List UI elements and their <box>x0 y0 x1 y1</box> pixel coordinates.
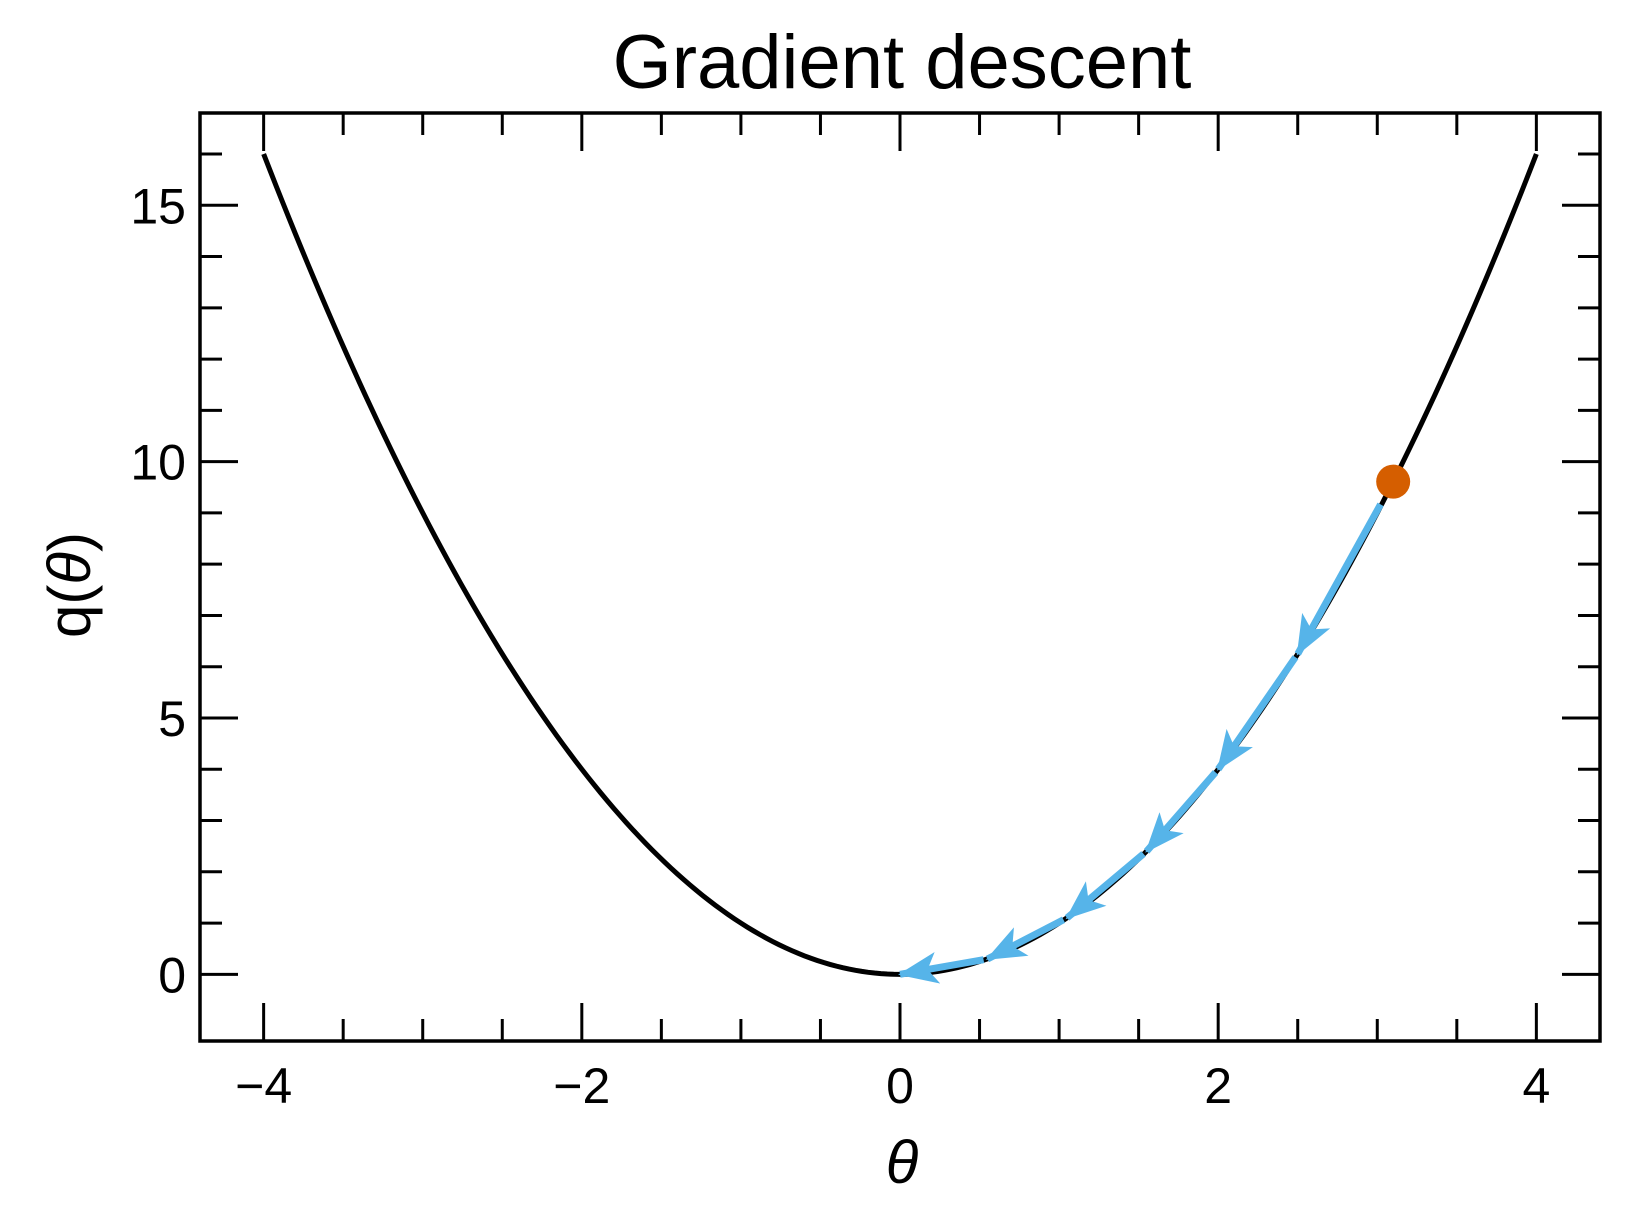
x-axis-label: θ <box>886 1129 919 1196</box>
chart-title: Gradient descent <box>613 20 1192 105</box>
y-axis-label-symbol: θ <box>36 552 103 585</box>
y-tick-label: 15 <box>130 178 186 234</box>
descent-arrows <box>898 502 1384 984</box>
descent-arrow <box>1143 769 1219 854</box>
descent-arrow <box>1215 655 1299 772</box>
y-tick-label: 5 <box>158 691 186 747</box>
y-axis-label: q(θ) <box>36 532 103 638</box>
x-tick-label: 2 <box>1204 1058 1232 1114</box>
descent-arrow <box>985 916 1066 963</box>
descent-arrow <box>1064 851 1146 921</box>
start-point-marker <box>1376 464 1411 499</box>
tick-labels: −4 −2 0 2 4 0 5 10 15 <box>130 178 1550 1114</box>
y-axis-label-suffix: ) <box>36 532 103 552</box>
y-axis-label-prefix: q( <box>36 585 103 638</box>
y-tick-label: 0 <box>158 947 186 1003</box>
y-tick-label: 10 <box>130 435 186 491</box>
tick-marks <box>200 113 1600 1041</box>
x-tick-label: −2 <box>553 1058 610 1114</box>
x-tick-label: 0 <box>886 1058 914 1114</box>
descent-arrow <box>1294 502 1384 656</box>
descent-arrow <box>898 952 985 984</box>
x-tick-label: 4 <box>1522 1058 1550 1114</box>
plot-frame <box>198 111 1602 1043</box>
x-tick-label: −4 <box>235 1058 292 1114</box>
